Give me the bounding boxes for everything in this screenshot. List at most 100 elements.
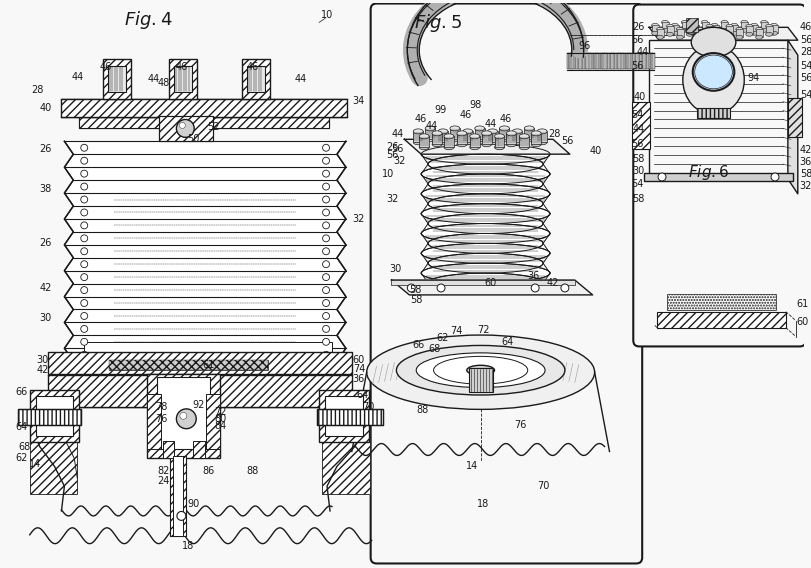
Bar <box>586 53 589 69</box>
Text: 46: 46 <box>460 110 472 119</box>
Text: 62: 62 <box>437 332 449 343</box>
Ellipse shape <box>500 137 509 142</box>
Ellipse shape <box>531 131 541 136</box>
Text: 58: 58 <box>800 169 811 179</box>
Ellipse shape <box>740 28 748 32</box>
Bar <box>574 53 577 69</box>
Ellipse shape <box>428 154 543 174</box>
Ellipse shape <box>726 32 733 36</box>
Bar <box>620 53 623 69</box>
Circle shape <box>323 235 329 242</box>
Bar <box>567 53 569 69</box>
Text: 99: 99 <box>434 105 446 115</box>
Bar <box>463 131 473 142</box>
Bar <box>573 53 574 69</box>
Ellipse shape <box>414 129 423 134</box>
Text: 52: 52 <box>207 123 219 132</box>
Circle shape <box>81 299 88 307</box>
Ellipse shape <box>695 55 732 89</box>
Ellipse shape <box>676 27 684 31</box>
Text: 64: 64 <box>15 421 28 432</box>
Text: 90: 90 <box>187 499 200 509</box>
Ellipse shape <box>716 27 723 31</box>
Ellipse shape <box>662 28 668 32</box>
Bar <box>722 22 728 30</box>
Circle shape <box>658 173 666 181</box>
Bar <box>619 53 620 69</box>
Ellipse shape <box>657 35 663 39</box>
Bar <box>432 133 442 144</box>
Bar <box>419 136 429 147</box>
Bar <box>599 53 601 69</box>
Ellipse shape <box>686 32 693 36</box>
Ellipse shape <box>691 23 698 27</box>
Ellipse shape <box>463 140 473 145</box>
Ellipse shape <box>751 23 757 27</box>
Text: 18: 18 <box>477 499 489 509</box>
Text: 42: 42 <box>800 145 811 155</box>
Ellipse shape <box>457 131 467 136</box>
Ellipse shape <box>444 145 454 150</box>
Ellipse shape <box>756 27 762 31</box>
Bar <box>585 53 587 69</box>
Bar <box>629 53 632 69</box>
Ellipse shape <box>761 28 767 32</box>
Ellipse shape <box>537 140 547 145</box>
Bar <box>174 66 192 92</box>
Circle shape <box>323 183 329 190</box>
Bar <box>652 53 654 69</box>
Ellipse shape <box>672 31 678 35</box>
Text: 56: 56 <box>392 144 404 154</box>
Bar <box>317 409 383 425</box>
Ellipse shape <box>495 145 504 150</box>
Bar <box>667 294 776 310</box>
Ellipse shape <box>428 174 543 194</box>
Bar <box>702 22 709 30</box>
Ellipse shape <box>513 129 522 134</box>
Ellipse shape <box>470 145 479 150</box>
Bar <box>643 53 646 69</box>
Bar <box>633 102 650 149</box>
Ellipse shape <box>531 142 541 147</box>
Text: 26: 26 <box>40 144 52 154</box>
Polygon shape <box>30 422 77 486</box>
Bar <box>615 53 617 69</box>
Ellipse shape <box>421 243 550 263</box>
Ellipse shape <box>487 129 497 134</box>
Bar <box>425 128 435 139</box>
Ellipse shape <box>506 142 517 147</box>
Bar <box>697 107 731 118</box>
Bar <box>30 425 77 494</box>
Text: 24: 24 <box>157 476 169 486</box>
Bar <box>500 128 509 139</box>
Ellipse shape <box>740 20 748 24</box>
Text: 88: 88 <box>247 466 259 477</box>
Text: 28: 28 <box>547 130 560 139</box>
Text: 66: 66 <box>412 340 424 350</box>
Circle shape <box>323 222 329 229</box>
Text: 42: 42 <box>40 283 52 293</box>
Bar <box>650 53 653 69</box>
Bar <box>62 99 347 116</box>
Ellipse shape <box>421 144 550 164</box>
Bar <box>513 131 522 142</box>
Ellipse shape <box>751 31 757 35</box>
Ellipse shape <box>686 24 693 28</box>
Bar <box>607 53 610 69</box>
Ellipse shape <box>432 131 442 136</box>
Text: 70: 70 <box>537 481 549 491</box>
Text: 78: 78 <box>156 402 168 412</box>
Ellipse shape <box>702 20 708 24</box>
Text: 58: 58 <box>410 295 423 305</box>
Bar <box>159 115 213 141</box>
Bar <box>581 53 583 69</box>
Circle shape <box>81 209 88 216</box>
Text: 40: 40 <box>590 146 602 156</box>
Text: 30: 30 <box>40 313 52 323</box>
Circle shape <box>81 352 88 358</box>
Text: 14: 14 <box>28 460 41 469</box>
Text: 18: 18 <box>182 541 195 550</box>
Bar <box>646 53 647 69</box>
Bar <box>687 26 693 34</box>
Circle shape <box>81 157 88 164</box>
